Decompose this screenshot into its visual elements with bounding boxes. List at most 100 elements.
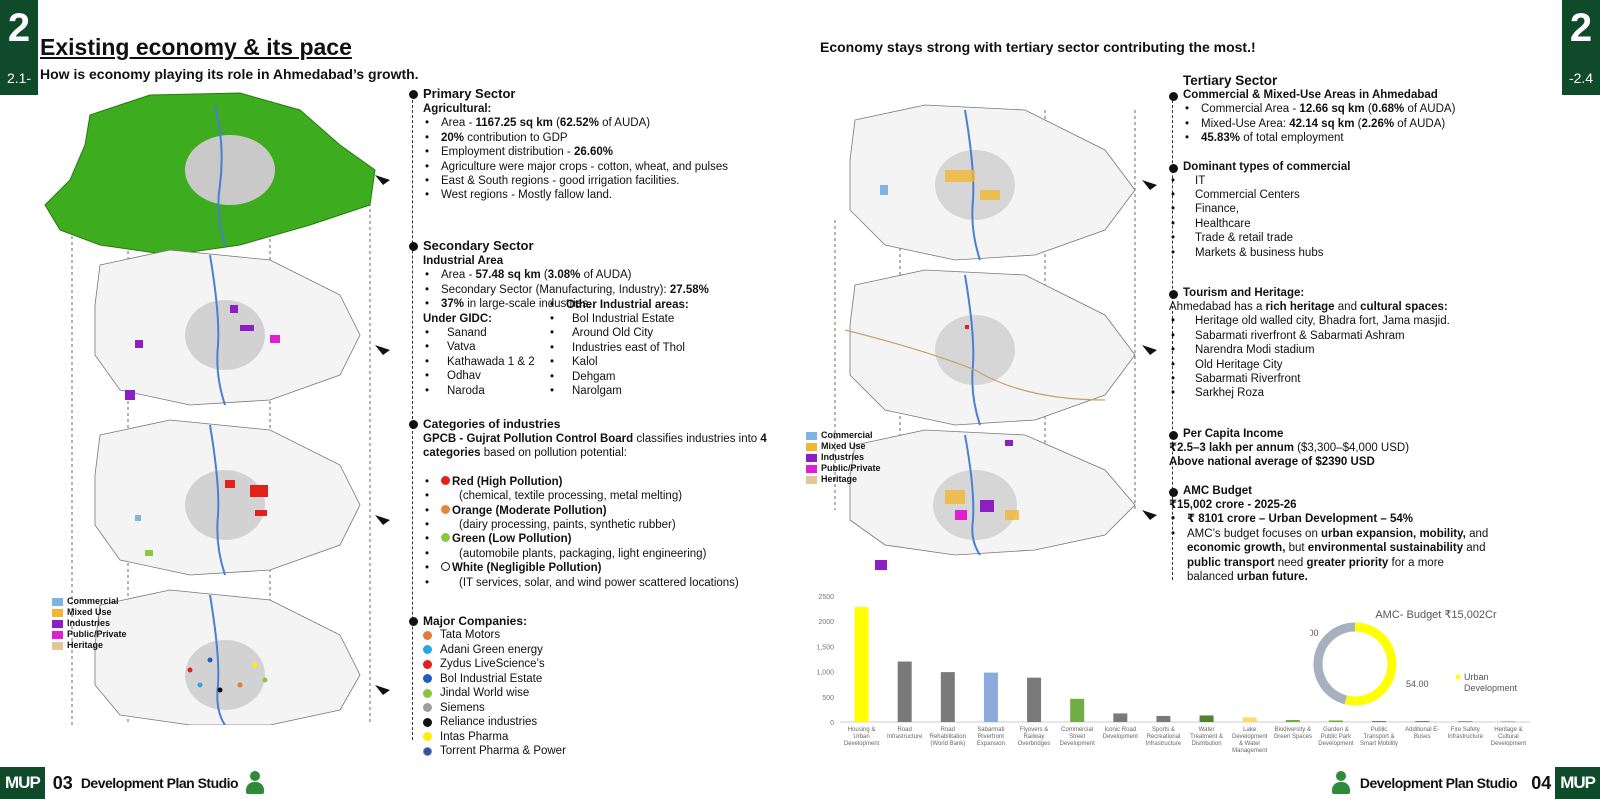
x-tick-label: Sports & Recreational Infrastructure bbox=[1146, 727, 1182, 747]
y-tick-label: 0 bbox=[830, 720, 834, 727]
donut-slice bbox=[1344, 622, 1397, 706]
bar bbox=[1070, 698, 1085, 722]
list-item: Markets & business hubs bbox=[1169, 246, 1559, 261]
list-item: 45.83% of total employment bbox=[1183, 131, 1559, 146]
secondary-sector-heading: Secondary Sector bbox=[409, 238, 769, 254]
page-number-left: 03 bbox=[52, 772, 73, 793]
bar bbox=[1242, 717, 1257, 722]
legend-item-commercial: Commercial bbox=[52, 596, 127, 607]
x-tick-label: Commercial Street Development bbox=[1060, 727, 1096, 747]
footer-right: Development Plan Studio 04 MUP bbox=[1324, 767, 1600, 799]
legend-item-mixed-use: Mixed Use bbox=[806, 441, 881, 452]
bar bbox=[1415, 720, 1430, 722]
list-item: Torrent Pharma & Power bbox=[423, 744, 566, 759]
y-tick-label: 2500 bbox=[818, 594, 834, 601]
tourism-block: Tourism and Heritage: Ahmedabad has a ri… bbox=[1169, 286, 1569, 401]
category-white: White (Negligible Pollution) bbox=[423, 561, 779, 576]
mup-logo: MUP bbox=[0, 767, 45, 799]
tertiary-sub-heading: Commercial & Mixed-Use Areas in Ahmedaba… bbox=[1169, 88, 1559, 102]
categories-heading: Categories of industries bbox=[409, 416, 779, 432]
page-title: Existing economy & its pace bbox=[40, 34, 352, 60]
list-item: Jindal World wise bbox=[423, 686, 566, 701]
x-tick-label: Public Transport & Smart Mobility bbox=[1360, 727, 1398, 747]
list-item: Finance, bbox=[1169, 202, 1559, 217]
list-item: Odhav bbox=[423, 369, 548, 384]
map-legend-right: Commercial Mixed Use Industries Public/P… bbox=[806, 430, 881, 485]
primary-sector-sub: Agricultural: bbox=[423, 103, 492, 115]
donut-legend-label: Urban Development bbox=[1464, 672, 1518, 693]
list-item: Heritage old walled city, Bhadra fort, J… bbox=[1169, 314, 1569, 329]
secondary-sector-block: Secondary Sector Industrial Area Area - … bbox=[409, 238, 769, 399]
category-orange: Orange (Moderate Pollution) bbox=[423, 504, 779, 519]
list-item: Secondary Sector (Manufacturing, Industr… bbox=[423, 283, 769, 298]
legend-item-commercial: Commercial bbox=[806, 430, 881, 441]
list-item: Naroda bbox=[423, 384, 548, 399]
list-item: Reliance industries bbox=[423, 715, 566, 730]
list-item: Zydus LiveScience’s bbox=[423, 657, 566, 672]
list-item: Industries east of Thol bbox=[548, 341, 689, 356]
companies-list: Tata Motors Adani Green energy Zydus Liv… bbox=[423, 628, 566, 759]
x-tick-label: Heritage & Cultural Development bbox=[1491, 727, 1527, 747]
bar bbox=[1328, 720, 1343, 722]
list-item: Commercial Centers bbox=[1169, 188, 1559, 203]
list-item: Narolgam bbox=[548, 384, 689, 399]
x-tick-label: Water Treatment & Distribution bbox=[1190, 727, 1223, 747]
companies-heading-block: Major Companies: bbox=[409, 613, 527, 629]
section-number-right: 2 bbox=[1569, 6, 1593, 50]
slice-label: 54.00 bbox=[1406, 679, 1429, 689]
bar bbox=[1458, 721, 1473, 722]
legend-item-industries: Industries bbox=[52, 618, 127, 629]
studio-name-left: Development Plan Studio bbox=[80, 775, 239, 791]
x-tick-label: Biodiversity & Green Spaces bbox=[1274, 727, 1312, 740]
categories-block: Categories of industries GPCB - Gujrat P… bbox=[409, 416, 779, 590]
list-item: Employment distribution - 26.60% bbox=[423, 145, 769, 160]
list-item: ₹ 8101 crore – Urban Development – 54% bbox=[1169, 512, 1489, 527]
tertiary-sector-block: Tertiary Sector Commercial & Mixed-Use A… bbox=[1169, 73, 1559, 261]
list-item: AMC’s budget focuses on urban expansion,… bbox=[1169, 527, 1489, 585]
list-item: Area - 57.48 sq km (3.08% of AUDA) bbox=[423, 268, 769, 283]
map-legend-left: Commercial Mixed Use Industries Public/P… bbox=[52, 596, 127, 651]
list-item: (automobile plants, packaging, light eng… bbox=[423, 547, 779, 562]
list-item: Trade & retail trade bbox=[1169, 231, 1559, 246]
budget-donut-chart: AMC- Budget ₹15,002Cr 54.00 46.00 UrbanDeve… bbox=[1310, 609, 1518, 706]
x-tick-label: Housing & Urban Development bbox=[844, 727, 880, 747]
companies-heading: Major Companies: bbox=[409, 613, 527, 629]
bar bbox=[1199, 715, 1214, 722]
bar bbox=[854, 607, 869, 722]
list-item: West regions - Mostly fallow land. bbox=[423, 188, 769, 203]
y-tick-label: 1,000 bbox=[816, 670, 834, 677]
list-item: Commercial Area - 12.66 sq km (0.68% of … bbox=[1183, 102, 1559, 117]
list-item: (chemical, textile processing, metal mel… bbox=[423, 489, 779, 504]
donut-slice bbox=[1313, 622, 1356, 705]
list-item: (dairy processing, paints, synthetic rub… bbox=[423, 518, 779, 533]
categories-intro: GPCB - Gujrat Pollution Control Board cl… bbox=[423, 433, 767, 460]
list-item: Kathawada 1 & 2 bbox=[423, 355, 548, 370]
legend-item-heritage: Heritage bbox=[806, 474, 881, 485]
tourism-intro: Ahmedabad has a rich heritage and cultur… bbox=[1169, 301, 1448, 313]
bar bbox=[983, 672, 998, 722]
person-icon bbox=[1331, 771, 1350, 795]
list-item: Intas Pharma bbox=[423, 730, 566, 745]
bar bbox=[1501, 721, 1516, 722]
list-item: Mixed-Use Area: 42.14 sq km (2.26% of AU… bbox=[1183, 117, 1559, 132]
other-industrial-heading: Other Industrial areas: bbox=[548, 298, 689, 313]
list-item: Healthcare bbox=[1169, 217, 1559, 232]
list-item: Sabarmati Riverfront bbox=[1169, 372, 1569, 387]
list-item: Adani Green energy bbox=[423, 643, 566, 658]
gidc-heading: Under GIDC: bbox=[423, 312, 492, 325]
y-tick-label: 2000 bbox=[818, 619, 834, 626]
studio-name-right: Development Plan Studio bbox=[1359, 775, 1518, 791]
left-map-stack bbox=[44, 92, 390, 725]
bar bbox=[1156, 715, 1171, 722]
income-block: Per Capita Income ₹2.5–3 lakh per annum … bbox=[1169, 427, 1569, 470]
list-item: Sabarmati riverfront & Sabarmati Ashram bbox=[1169, 329, 1569, 344]
bar bbox=[1027, 677, 1042, 722]
dominant-heading: Dominant types of commercial bbox=[1169, 160, 1559, 174]
tertiary-heading: Tertiary Sector bbox=[1183, 73, 1278, 88]
section-sub-number: 2.1- bbox=[6, 70, 32, 86]
slice-label: 46.00 bbox=[1310, 628, 1319, 638]
list-item: (IT services, solar, and wind power scat… bbox=[423, 576, 779, 591]
section-number: 2 bbox=[7, 6, 31, 50]
footer-left: MUP 03 Development Plan Studio bbox=[0, 767, 265, 799]
bar bbox=[1113, 713, 1128, 722]
